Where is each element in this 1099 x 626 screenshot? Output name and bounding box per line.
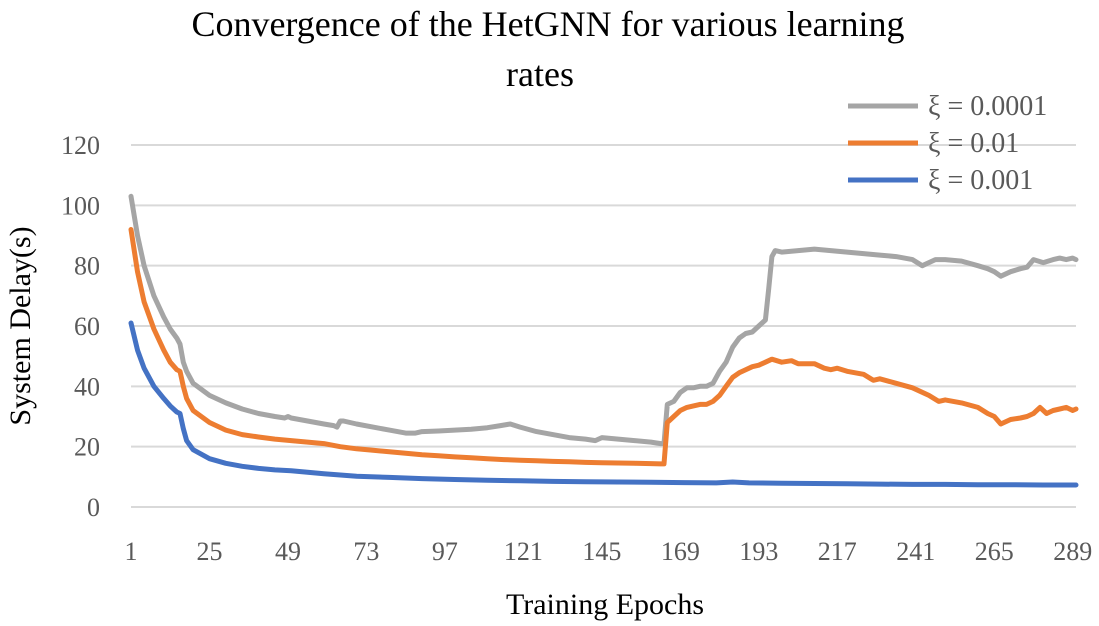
x-tick-label: 193 [739, 537, 778, 566]
y-tick-label: 60 [74, 312, 100, 341]
x-tick-label: 73 [353, 537, 379, 566]
x-axis-ticks: 1 25 49 73 97 121 145 169 193 217 241 265 289 [125, 537, 1093, 566]
series-lines [128, 193, 1079, 488]
x-tick-label: 265 [975, 537, 1014, 566]
series-line-2 [128, 320, 1079, 488]
x-tick-label: 49 [275, 537, 301, 566]
x-tick-label: 289 [1053, 537, 1092, 566]
x-axis-title: Training Epochs [506, 588, 704, 621]
x-tick-label: 217 [818, 537, 857, 566]
y-tick-label: 40 [74, 372, 100, 401]
x-tick-label: 1 [125, 537, 138, 566]
x-tick-label: 121 [504, 537, 543, 566]
chart-title-line-2: rates [506, 54, 574, 94]
y-tick-label: 100 [61, 191, 100, 220]
chart-title-line-1: Convergence of the HetGNN for various le… [191, 4, 904, 44]
y-axis-ticks: 0 20 40 60 80 100 120 [61, 131, 100, 522]
legend: ξ = 0.0001 ξ = 0.01 ξ = 0.001 [848, 91, 1047, 196]
x-tick-label: 169 [661, 537, 700, 566]
series-line-0 [128, 193, 1079, 447]
y-tick-label: 0 [87, 493, 100, 522]
x-tick-label: 97 [432, 537, 458, 566]
x-tick-label: 241 [896, 537, 935, 566]
legend-label-2: ξ = 0.001 [928, 165, 1033, 196]
series-line-1 [128, 227, 1079, 467]
legend-label-0: ξ = 0.0001 [928, 91, 1047, 122]
legend-label-1: ξ = 0.01 [928, 128, 1019, 159]
x-tick-label: 25 [196, 537, 222, 566]
y-tick-label: 20 [74, 433, 100, 462]
y-axis-title: System Delay(s) [4, 226, 37, 425]
y-tick-label: 120 [61, 131, 100, 160]
x-tick-label: 145 [582, 537, 621, 566]
gridlines [131, 144, 1076, 508]
y-tick-label: 80 [74, 252, 100, 281]
